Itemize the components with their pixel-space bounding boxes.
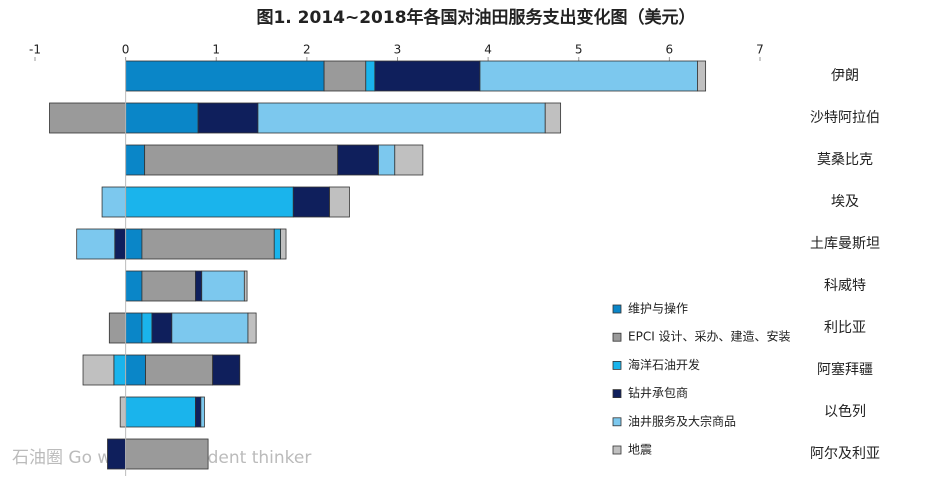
- bar-segment: [323, 60, 367, 92]
- bar-segment: [280, 228, 287, 260]
- bar-segment: [212, 354, 241, 386]
- category-label: 阿尔及利亚: [810, 446, 880, 462]
- bar-segment: [107, 438, 127, 470]
- category-label: 科威特: [824, 278, 866, 294]
- bar-segment: [171, 312, 249, 344]
- bar-segment: [125, 354, 146, 386]
- legend-swatch: [612, 389, 622, 399]
- bar-segment: [125, 228, 143, 260]
- bar-segment: [257, 102, 546, 134]
- legend-label: 油井服务及大宗商品: [628, 413, 736, 428]
- bar-segment: [197, 102, 259, 134]
- legend-label: 维护与操作: [628, 301, 688, 316]
- legend-label: EPCI 设计、采办、建造、安装: [628, 329, 791, 344]
- bar-segment: [337, 144, 379, 176]
- legend-label: 海洋石油开发: [628, 357, 700, 372]
- bar-segment: [141, 312, 153, 344]
- bar-segment: [108, 312, 127, 344]
- legend-label: 钻井承包商: [628, 385, 688, 400]
- category-label: 以色列: [824, 403, 866, 420]
- bar-segment: [82, 354, 115, 386]
- x-tick-label: -1: [29, 43, 41, 57]
- category-label: 埃及: [831, 194, 859, 210]
- bar-segment: [378, 144, 396, 176]
- bar-segment: [329, 186, 350, 218]
- bar-segment: [479, 60, 698, 92]
- bar-segment: [195, 396, 202, 428]
- x-tick-label: 1: [212, 43, 220, 57]
- bar-segment: [697, 60, 707, 92]
- bar-segment: [141, 228, 275, 260]
- x-tick-label: 4: [484, 43, 492, 57]
- x-tick-label: 0: [122, 43, 130, 57]
- x-tick-label: 7: [756, 43, 764, 57]
- legend-swatch: [612, 417, 622, 427]
- bar-segment: [247, 312, 257, 344]
- bar-segment: [125, 396, 196, 428]
- bar-segment: [113, 354, 127, 386]
- x-tick-label: 3: [394, 43, 402, 57]
- legend-swatch: [612, 332, 622, 342]
- bar-segment: [201, 270, 245, 302]
- bar-segment: [125, 144, 146, 176]
- category-label: 莫桑比克: [817, 152, 873, 168]
- bar-segment: [374, 60, 481, 92]
- bar-segment: [125, 438, 209, 470]
- legend-swatch: [612, 445, 622, 455]
- bar-segment: [119, 396, 127, 428]
- category-label: 伊朗: [831, 68, 859, 84]
- bar-segment: [365, 60, 376, 92]
- bar-segment: [125, 102, 199, 134]
- bar-segment: [49, 102, 127, 134]
- bar-segment: [141, 270, 196, 302]
- bar-segment: [273, 228, 281, 260]
- x-tick-label: 5: [575, 43, 583, 57]
- bar-segment: [76, 228, 116, 260]
- bar-segment: [125, 186, 294, 218]
- category-label: 阿塞拜疆: [817, 361, 873, 378]
- category-label: 利比亚: [824, 320, 866, 336]
- bar-segment: [144, 144, 339, 176]
- x-tick-label: 2: [303, 43, 311, 57]
- legend-swatch: [612, 304, 622, 314]
- bar-segment: [394, 144, 424, 176]
- category-label: 土库曼斯坦: [810, 236, 880, 252]
- bar-segment: [292, 186, 330, 218]
- bar-segment: [195, 270, 203, 302]
- legend-swatch: [612, 360, 622, 370]
- bar-segment: [114, 228, 127, 260]
- bar-segment: [101, 186, 127, 218]
- chart-title: 图1. 2014~2018年各国对油田服务支出变化图（美元）: [256, 7, 695, 28]
- bar-segment: [243, 270, 248, 302]
- legend-label: 地震: [628, 443, 652, 457]
- bar-segment: [125, 60, 325, 92]
- bar-segment: [125, 270, 143, 302]
- bar-segment: [145, 354, 214, 386]
- category-label: 沙特阿拉伯: [810, 110, 880, 126]
- bar-segment: [544, 102, 562, 134]
- x-tick-label: 6: [666, 43, 674, 57]
- bar-segment: [200, 396, 205, 428]
- bar-segment: [125, 312, 143, 344]
- bar-segment: [151, 312, 173, 344]
